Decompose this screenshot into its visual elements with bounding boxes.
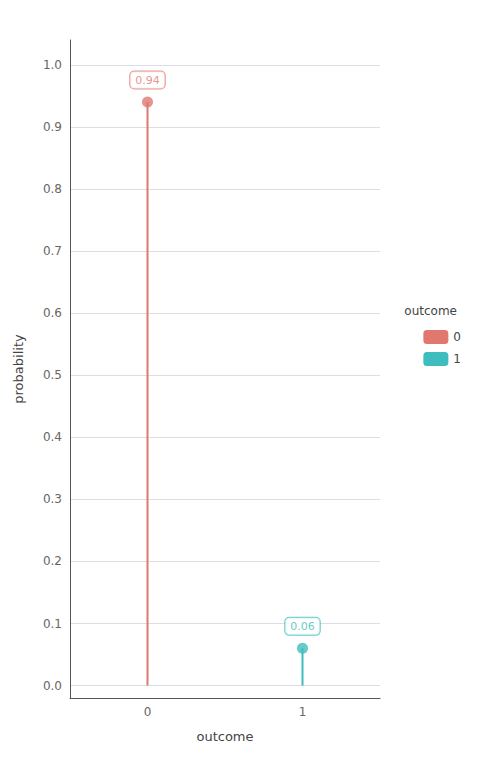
svg-text:1: 1 [453,352,461,366]
svg-text:0: 0 [144,705,152,719]
svg-text:0.5: 0.5 [43,368,62,382]
svg-text:0.8: 0.8 [43,182,62,196]
svg-text:0.6: 0.6 [43,306,62,320]
svg-text:outcome: outcome [196,729,253,744]
svg-text:0.06: 0.06 [290,620,315,633]
svg-text:0: 0 [453,330,461,344]
svg-text:0.0: 0.0 [43,679,62,693]
svg-text:0.2: 0.2 [43,554,62,568]
svg-text:0.3: 0.3 [43,492,62,506]
svg-text:0.1: 0.1 [43,617,62,631]
svg-text:0.4: 0.4 [43,430,62,444]
svg-text:0.9: 0.9 [43,120,62,134]
svg-text:outcome: outcome [404,304,457,318]
svg-text:probability: probability [11,334,26,404]
svg-text:1: 1 [299,705,307,719]
svg-text:0.94: 0.94 [135,74,160,87]
svg-text:0.7: 0.7 [43,244,62,258]
svg-text:1.0: 1.0 [43,58,62,72]
